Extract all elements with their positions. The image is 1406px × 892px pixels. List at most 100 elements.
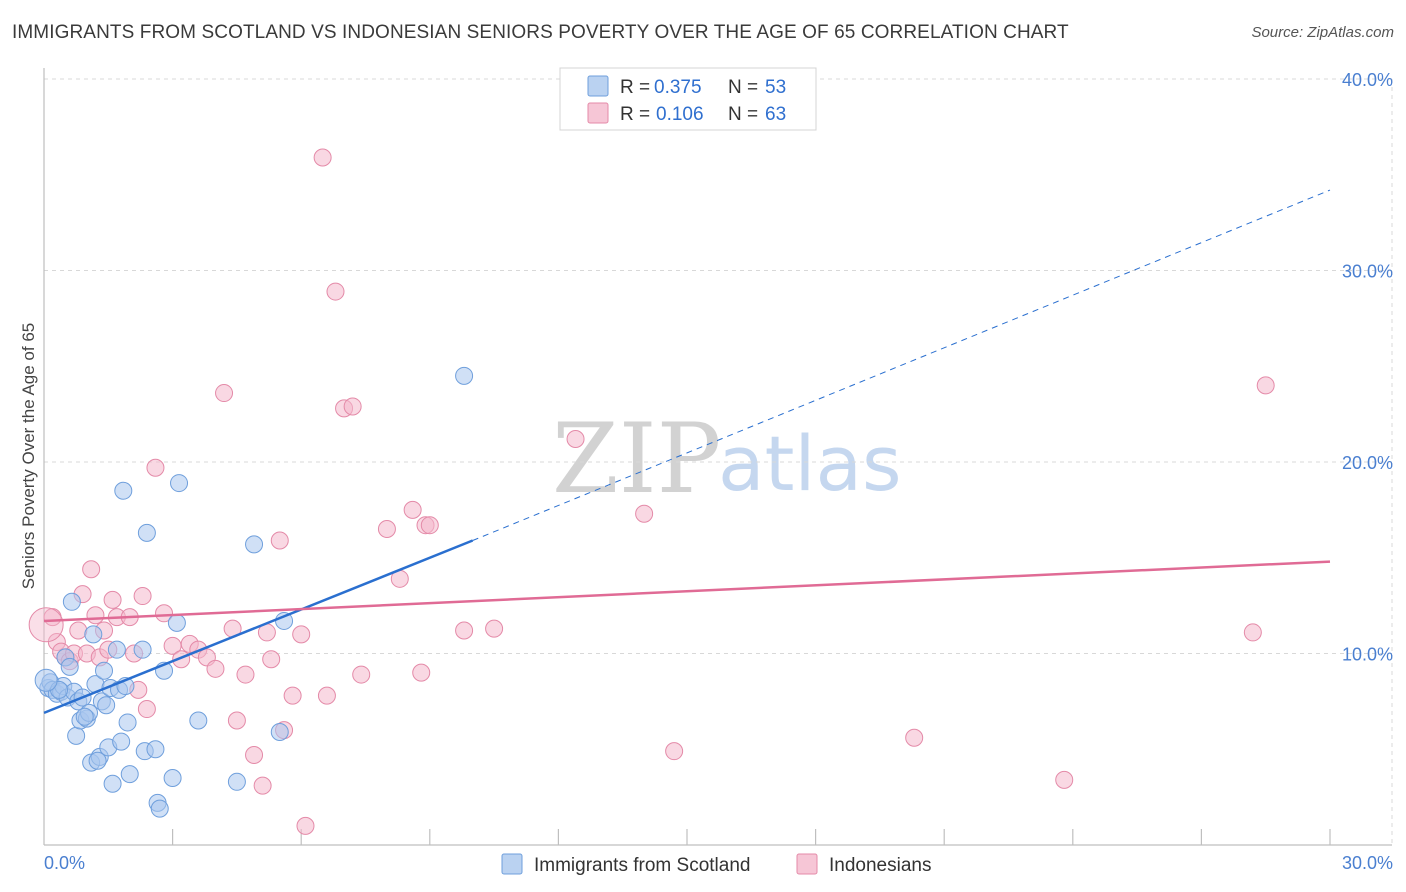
scotland-point — [75, 707, 94, 726]
indonesians-point — [86, 606, 105, 625]
indonesians-point — [343, 397, 362, 416]
legend-n-value-1: 63 — [765, 104, 786, 125]
indonesians-point — [283, 686, 302, 705]
indonesians-point — [133, 587, 152, 606]
indonesians-point — [566, 430, 585, 449]
bottom-legend-label-scotland: Immigrants from Scotland — [534, 855, 750, 876]
indonesians-trend-line — [43, 560, 1331, 623]
scotland-point — [270, 723, 289, 742]
chart-title: IMMIGRANTS FROM SCOTLAND VS INDONESIAN S… — [12, 22, 1069, 43]
legend-swatch-pink — [587, 102, 609, 124]
grid-lines — [44, 78, 1393, 845]
legend-r-value-0: 0.375 — [654, 77, 702, 98]
scotland-point — [103, 774, 122, 793]
legend-r-label-0: R = — [620, 77, 650, 98]
watermark-zip: ZIP — [552, 403, 721, 515]
scotland-point — [97, 696, 116, 715]
scotland-point — [114, 481, 133, 500]
scotland-trend-extension — [472, 189, 1331, 541]
watermark-atlas: atlas — [718, 419, 902, 508]
indonesians-point — [403, 500, 422, 519]
indonesians-point — [270, 531, 289, 550]
y-axis-label: Seniors Poverty Over the Age of 65 — [19, 323, 38, 589]
scotland-point — [60, 657, 79, 676]
bottom-legend-label-indonesians: Indonesians — [829, 855, 931, 876]
indonesians-point — [206, 659, 225, 678]
indonesians-point — [146, 458, 165, 477]
axes — [43, 68, 1392, 846]
indonesians-point — [103, 590, 122, 609]
indonesians-point — [137, 700, 156, 719]
indonesians-point — [1055, 770, 1074, 789]
indonesians-point — [326, 282, 345, 301]
indonesians-point — [69, 621, 88, 640]
scotland-point — [133, 640, 152, 659]
scotland-point — [150, 799, 169, 818]
indonesians-point — [317, 686, 336, 705]
scotland-point — [118, 713, 137, 732]
indonesians-point — [155, 604, 174, 623]
indonesians-point — [1243, 623, 1262, 642]
legend-box: R = 0.375 N = 53 R = 0.106 N = 63 — [559, 67, 817, 131]
scotland-point — [88, 751, 107, 770]
indonesians-point — [262, 650, 281, 669]
indonesians-point — [253, 776, 272, 795]
scotland-point — [227, 772, 246, 791]
indonesians-point — [1256, 376, 1275, 395]
legend-r-value-1: 0.106 — [656, 104, 704, 125]
indonesians-point — [635, 504, 654, 523]
scotland-point — [170, 474, 189, 493]
indonesians-point — [455, 621, 474, 640]
legend-n-value-0: 53 — [765, 77, 786, 98]
indonesians-point — [292, 625, 311, 644]
scotland-point — [95, 661, 114, 680]
scotland-point — [167, 613, 186, 632]
legend-r-label-1: R = — [620, 104, 650, 125]
y-tick-labels: 10.0% 20.0% 30.0% 40.0% — [1342, 70, 1393, 665]
legend-n-label-0: N = — [728, 77, 758, 98]
scotland-point — [189, 711, 208, 730]
indonesians-point — [296, 816, 315, 835]
y-tick-label: 40.0% — [1342, 70, 1393, 90]
x-tick-label: 0.0% — [44, 853, 85, 873]
indonesians-point — [485, 619, 504, 638]
indonesians-point — [377, 520, 396, 539]
y-tick-label: 20.0% — [1342, 453, 1393, 473]
scotland-point — [107, 640, 126, 659]
indonesians-point — [227, 711, 246, 730]
source-credit: Source: ZipAtlas.com — [1251, 24, 1394, 41]
scotland-trend-line — [43, 539, 474, 715]
scotland-point — [163, 768, 182, 787]
indonesians-point-large — [28, 607, 64, 643]
indonesians-point — [245, 745, 264, 764]
bottom-legend-swatch-pink — [796, 853, 818, 875]
indonesians-point — [412, 663, 431, 682]
scotland-point-large — [34, 668, 58, 692]
scotland-point — [245, 535, 264, 554]
bottom-legend: Immigrants from Scotland Indonesians — [501, 853, 931, 876]
trend-lines — [43, 189, 1331, 715]
scotland-point — [112, 732, 131, 751]
scotland-point — [137, 523, 156, 542]
scotland-point — [146, 740, 165, 759]
indonesians-point — [352, 665, 371, 684]
scotland-point — [62, 592, 81, 611]
legend-swatch-blue — [587, 75, 609, 97]
scotland-point — [120, 765, 139, 784]
legend-n-label-1: N = — [728, 104, 758, 125]
indonesians-point — [665, 742, 684, 761]
x-tick-labels: 0.0% 30.0% — [44, 853, 1393, 873]
indonesians-point — [215, 384, 234, 403]
y-tick-label: 10.0% — [1342, 645, 1393, 665]
x-tick-label: 30.0% — [1342, 853, 1393, 873]
x-minor-ticks — [172, 829, 1331, 845]
bottom-legend-swatch-blue — [501, 853, 523, 875]
series-immigrants-from-scotland — [34, 366, 474, 818]
indonesians-point — [420, 516, 439, 535]
scotland-point — [67, 726, 86, 745]
indonesians-point — [236, 665, 255, 684]
scotland-point — [455, 366, 474, 385]
indonesians-point — [313, 148, 332, 167]
scotland-point — [84, 625, 103, 644]
